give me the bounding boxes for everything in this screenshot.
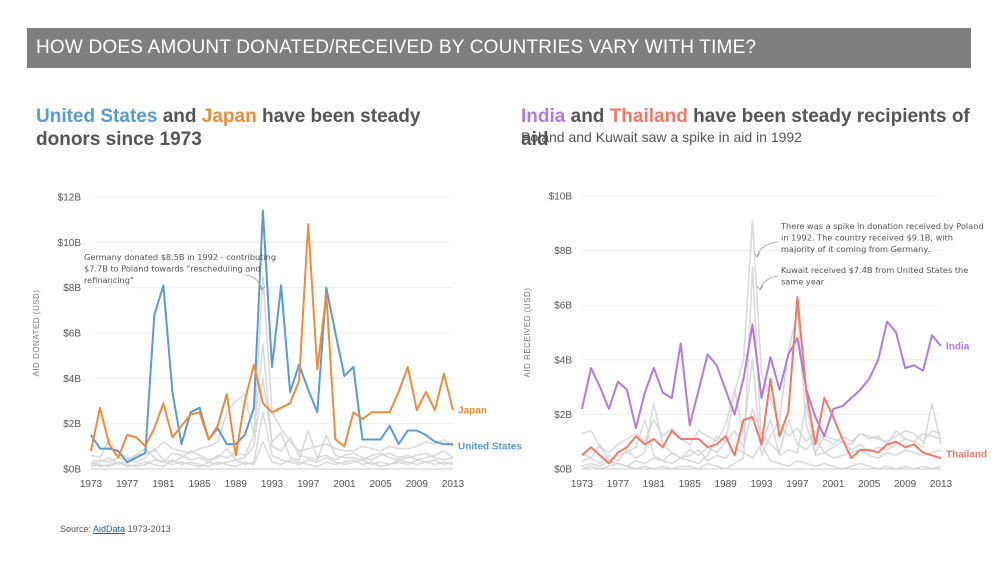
series-line-japan (90, 223, 454, 459)
title-country-japan: Japan (201, 106, 257, 127)
y-tick-label: $10B (549, 192, 573, 203)
annotation-text: Kuwait received $7.4B from United States… (781, 265, 968, 287)
x-tick-label: 1973 (80, 479, 103, 490)
series-line-other (90, 440, 454, 468)
x-tick-label: 1985 (679, 479, 702, 490)
x-tick-label: 1977 (116, 479, 139, 490)
y-axis-label: AID RECEIVED (USD) (523, 288, 532, 378)
x-tick-label: 2001 (822, 479, 845, 490)
annotation-connector (759, 275, 779, 291)
title-country-india: India (521, 106, 566, 127)
title-and: and (570, 106, 605, 127)
right-chart-title: India and Thailand have been steady reci… (521, 105, 991, 151)
y-tick-label: $0B (63, 465, 81, 476)
x-tick-label: 2005 (369, 479, 392, 490)
x-tick-label: 2009 (406, 479, 429, 490)
series-line-thailand (581, 296, 942, 465)
title-country-thailand: Thailand (609, 106, 688, 127)
right-chart-subtitle: Poland and Kuwait saw a spike in aid in … (521, 129, 802, 145)
series-end-label: United States (458, 442, 522, 453)
series-end-label: India (946, 342, 970, 353)
x-tick-label: 1993 (261, 479, 284, 490)
annotation-arrow (258, 285, 266, 291)
series-line-poland (581, 219, 942, 468)
banner-title: HOW DOES AMOUNT DONATED/RECEIVED BY COUN… (27, 28, 971, 68)
x-tick-label: 1997 (786, 479, 809, 490)
series-end-label: Thailand (946, 450, 987, 461)
y-tick-label: $4B (63, 374, 81, 385)
x-tick-label: 1989 (714, 479, 737, 490)
source-link[interactable]: AidData (93, 524, 126, 534)
y-tick-label: $8B (63, 283, 81, 294)
y-tick-label: $4B (554, 355, 572, 366)
annotation-text: There was a spike in donation received b… (780, 221, 984, 254)
x-tick-label: 2013 (930, 479, 953, 490)
y-tick-label: $6B (554, 301, 572, 312)
y-axis-label: AID DONATED (USD) (32, 289, 41, 376)
series-end-label: Japan (458, 406, 487, 417)
x-tick-label: 1981 (152, 479, 175, 490)
series-line-united-states (90, 209, 453, 464)
y-tick-label: $6B (63, 329, 81, 340)
x-tick-label: 1989 (225, 479, 248, 490)
title-country-us: United States (36, 106, 158, 127)
y-tick-label: $10B (58, 238, 82, 249)
x-tick-label: 1977 (607, 479, 630, 490)
left-chart-title: United States and Japan have been steady… (36, 105, 476, 151)
annotation-connector (244, 274, 263, 291)
x-tick-label: 1985 (188, 479, 211, 490)
x-tick-label: 1973 (571, 479, 594, 490)
annotation-arrow (756, 285, 764, 291)
series-line-india (581, 320, 942, 438)
y-tick-label: $2B (63, 419, 81, 430)
x-tick-label: 2001 (333, 479, 356, 490)
x-tick-label: 1993 (750, 479, 773, 490)
x-tick-label: 1981 (643, 479, 666, 490)
series-line-other (581, 309, 942, 457)
x-tick-label: 2013 (442, 479, 465, 490)
annotation-arrow (753, 252, 761, 258)
y-tick-label: $12B (58, 193, 82, 204)
title-and: and (162, 106, 197, 127)
title-rest: have been steady donors since 1973 (36, 106, 421, 150)
source-note: Source: AidData 1973-2013 (60, 524, 171, 534)
x-tick-label: 1997 (297, 479, 320, 490)
series-line-other (581, 402, 942, 465)
y-tick-label: $0B (554, 465, 572, 476)
annotation-text: Germany donated $8.5B in 1992 - contribu… (84, 252, 276, 285)
series-line-other (90, 343, 454, 466)
annotation-connector (756, 241, 779, 258)
title-rest: have been steady recipients of aid (521, 106, 970, 150)
x-tick-label: 2005 (858, 479, 881, 490)
y-tick-label: $2B (554, 410, 572, 421)
y-tick-label: $8B (554, 246, 572, 257)
source-suffix: 1973-2013 (127, 524, 171, 534)
series-line-other (90, 377, 454, 464)
source-prefix: Source: (60, 524, 92, 534)
x-tick-label: 2009 (894, 479, 917, 490)
